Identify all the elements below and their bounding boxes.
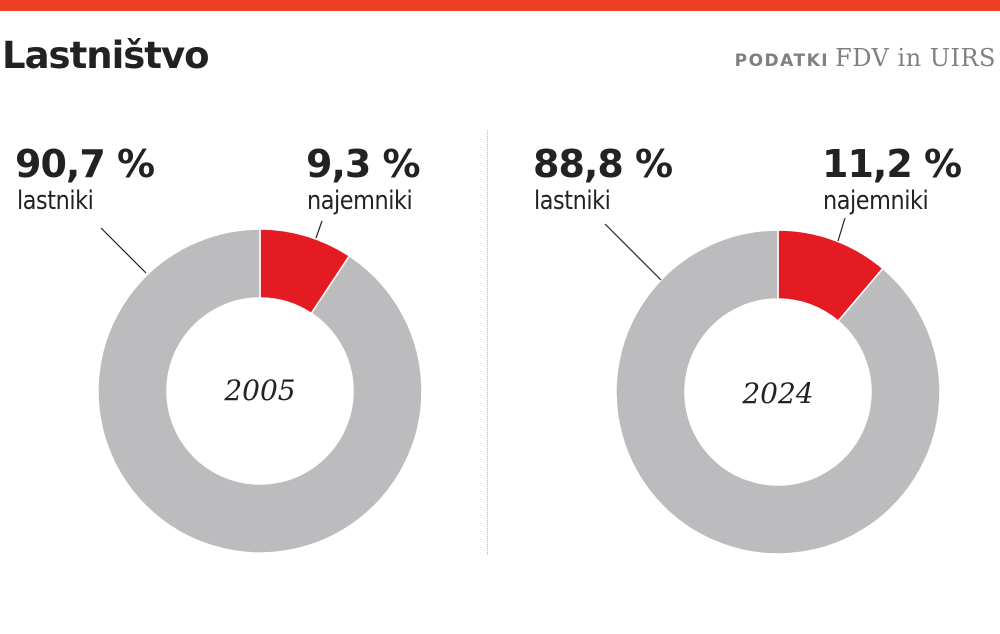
leader-line-owners-2024 [604, 223, 662, 281]
source-credit: PODATKI FDV in UIRS [735, 44, 996, 72]
tenants-percent-2005: 9,3 % [306, 142, 421, 186]
year-label-2024: 2024 [742, 377, 814, 410]
leader-line-tenants-2024 [837, 217, 846, 242]
leader-line-tenants-2005 [315, 220, 323, 239]
source-value: FDV in UIRS [835, 44, 996, 72]
tenants-label-2005: najemniki [307, 186, 413, 216]
owners-label-2005: lastniki [17, 186, 94, 216]
owners-label-2024: lastniki [534, 186, 611, 216]
leader-line-owners-2005 [100, 227, 147, 274]
owners-percent-2024: 88,8 % [533, 142, 673, 186]
owners-segment [97, 228, 423, 554]
donut-2024 [615, 229, 941, 555]
tenants-label-2024: najemniki [823, 186, 929, 216]
donut-2005 [97, 228, 423, 554]
chart-divider [487, 130, 488, 555]
owners-percent-2005: 90,7 % [15, 142, 155, 186]
owners-segment [615, 229, 941, 555]
tenants-percent-2024: 11,2 % [822, 142, 962, 186]
accent-bar [0, 0, 1000, 11]
chart-title: Lastništvo [2, 34, 210, 77]
year-label-2005: 2005 [224, 374, 296, 407]
source-label: PODATKI [734, 51, 830, 71]
